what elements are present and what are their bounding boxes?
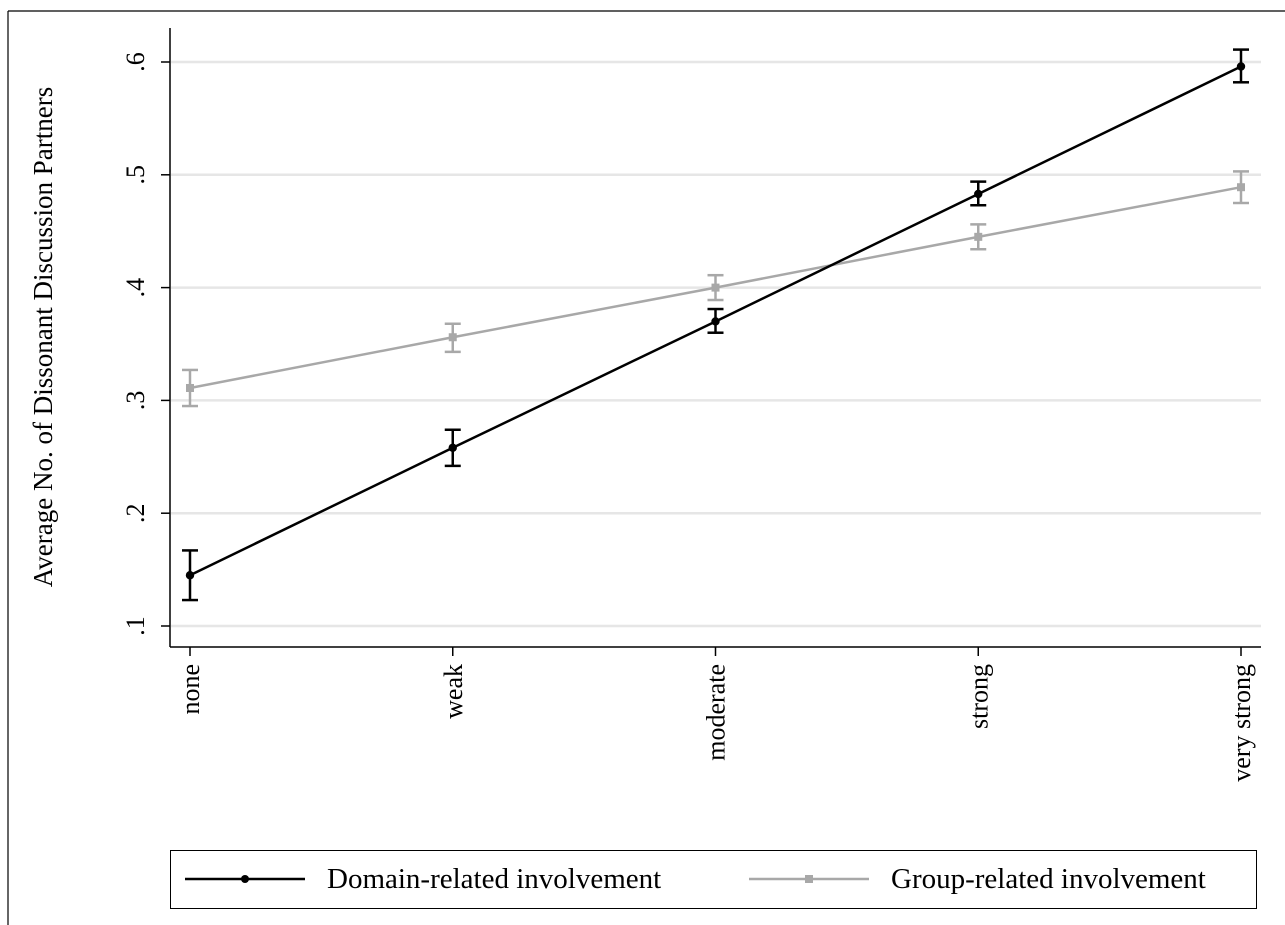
y-tick-label-4: .5 (121, 165, 150, 185)
point-1-4 (1237, 183, 1245, 192)
series-1 (182, 170, 1249, 408)
x-tick-label-4: very strong (1227, 664, 1256, 782)
point-1-1 (448, 333, 457, 342)
y-tick-label-0: .1 (121, 616, 150, 636)
x-tick-label-2: moderate (702, 664, 731, 761)
point-1-3 (974, 232, 983, 241)
series-layer (182, 48, 1249, 602)
legend-swatch-domain (185, 875, 305, 883)
legend-item-domain: Domain-related involvement (185, 851, 661, 907)
point-0-0 (185, 571, 195, 580)
legend-label-domain: Domain-related involvement (327, 862, 662, 895)
point-0-2 (711, 317, 720, 326)
axes (169, 28, 1261, 648)
legend: Domain-related involvement Group-related… (170, 850, 1257, 909)
legend-item-group: Group-related involvement (749, 851, 1206, 907)
point-0-1 (448, 443, 457, 452)
point-1-0 (186, 383, 194, 392)
legend-swatch-group (749, 875, 869, 883)
x-ticks: none weak moderate strong very strong (176, 647, 1256, 782)
y-axis-label: Average No. of Dissonant Discussion Part… (28, 87, 58, 587)
legend-marker-domain (241, 875, 249, 883)
y-tick-label-3: .4 (121, 278, 150, 298)
y-tick-label-5: .6 (121, 52, 150, 72)
series-0 (182, 48, 1249, 602)
legend-label-group: Group-related involvement (891, 862, 1206, 895)
point-0-4 (1236, 62, 1246, 71)
y-tick-label-1: .2 (121, 503, 150, 523)
gridlines (171, 60, 1261, 628)
x-tick-label-0: none (176, 664, 205, 715)
legend-marker-group (805, 875, 813, 883)
y-ticks: .1 .2 .3 .4 .5 .6 (121, 52, 170, 636)
x-tick-label-1: weak (439, 664, 468, 719)
y-tick-label-2: .3 (121, 391, 150, 411)
x-tick-label-3: strong (964, 664, 993, 729)
point-1-2 (711, 283, 720, 292)
point-0-3 (974, 189, 983, 199)
